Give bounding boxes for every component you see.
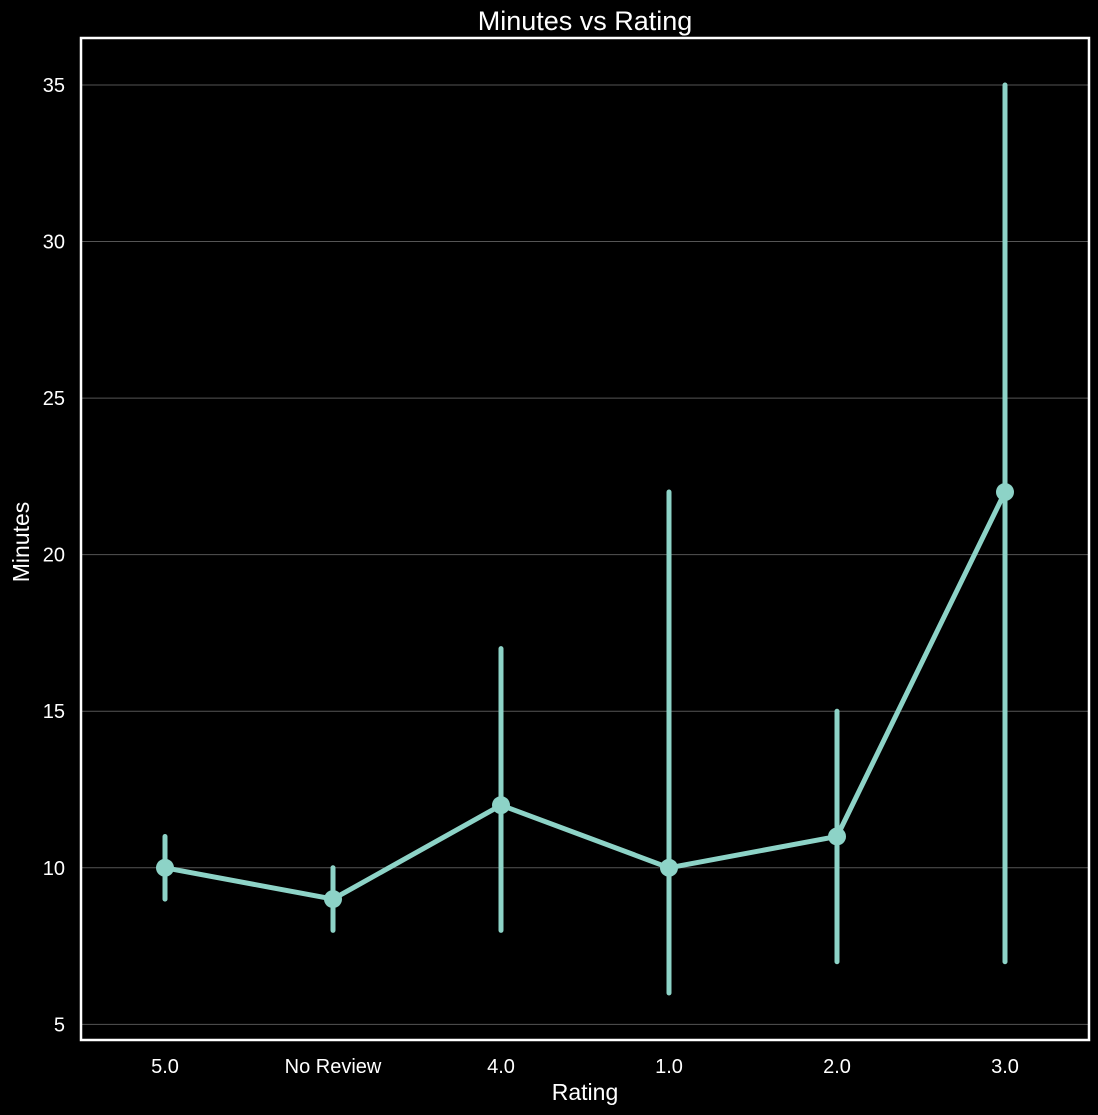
data-point [324, 890, 342, 909]
x-tick-label: 5.0 [151, 1056, 179, 1078]
y-tick-label: 25 [43, 388, 65, 410]
x-tick-label: 1.0 [655, 1056, 683, 1078]
x-tick-label: 3.0 [991, 1056, 1019, 1078]
y-tick-label: 10 [43, 858, 65, 880]
x-tick-labels: 5.0 No Review 4.0 1.0 2.0 3.0 [151, 1056, 1019, 1078]
gridlines [81, 84, 1089, 1025]
y-tick-label: 30 [43, 232, 65, 254]
data-point [996, 483, 1014, 502]
series-line [162, 489, 1008, 902]
series-lines [162, 489, 1008, 902]
y-tick-label: 15 [43, 701, 65, 723]
data-point [828, 827, 846, 846]
x-tick-label: 4.0 [487, 1056, 515, 1078]
x-tick-label: 2.0 [823, 1056, 851, 1078]
y-axis-label: Minutes [8, 502, 34, 583]
y-tick-label: 20 [43, 545, 65, 567]
x-tick-label: No Review [285, 1056, 382, 1078]
y-tick-label: 5 [54, 1014, 65, 1036]
y-tick-label: 35 [43, 75, 65, 97]
y-tick-labels: 5 10 15 20 25 30 35 [43, 75, 65, 1036]
data-point [492, 796, 510, 815]
data-points [156, 483, 1014, 909]
x-axis-label: Rating [552, 1079, 618, 1105]
chart-title: Minutes vs Rating [478, 6, 693, 36]
plot-frame [79, 36, 1091, 1042]
data-point [660, 858, 678, 877]
data-point [156, 858, 174, 877]
